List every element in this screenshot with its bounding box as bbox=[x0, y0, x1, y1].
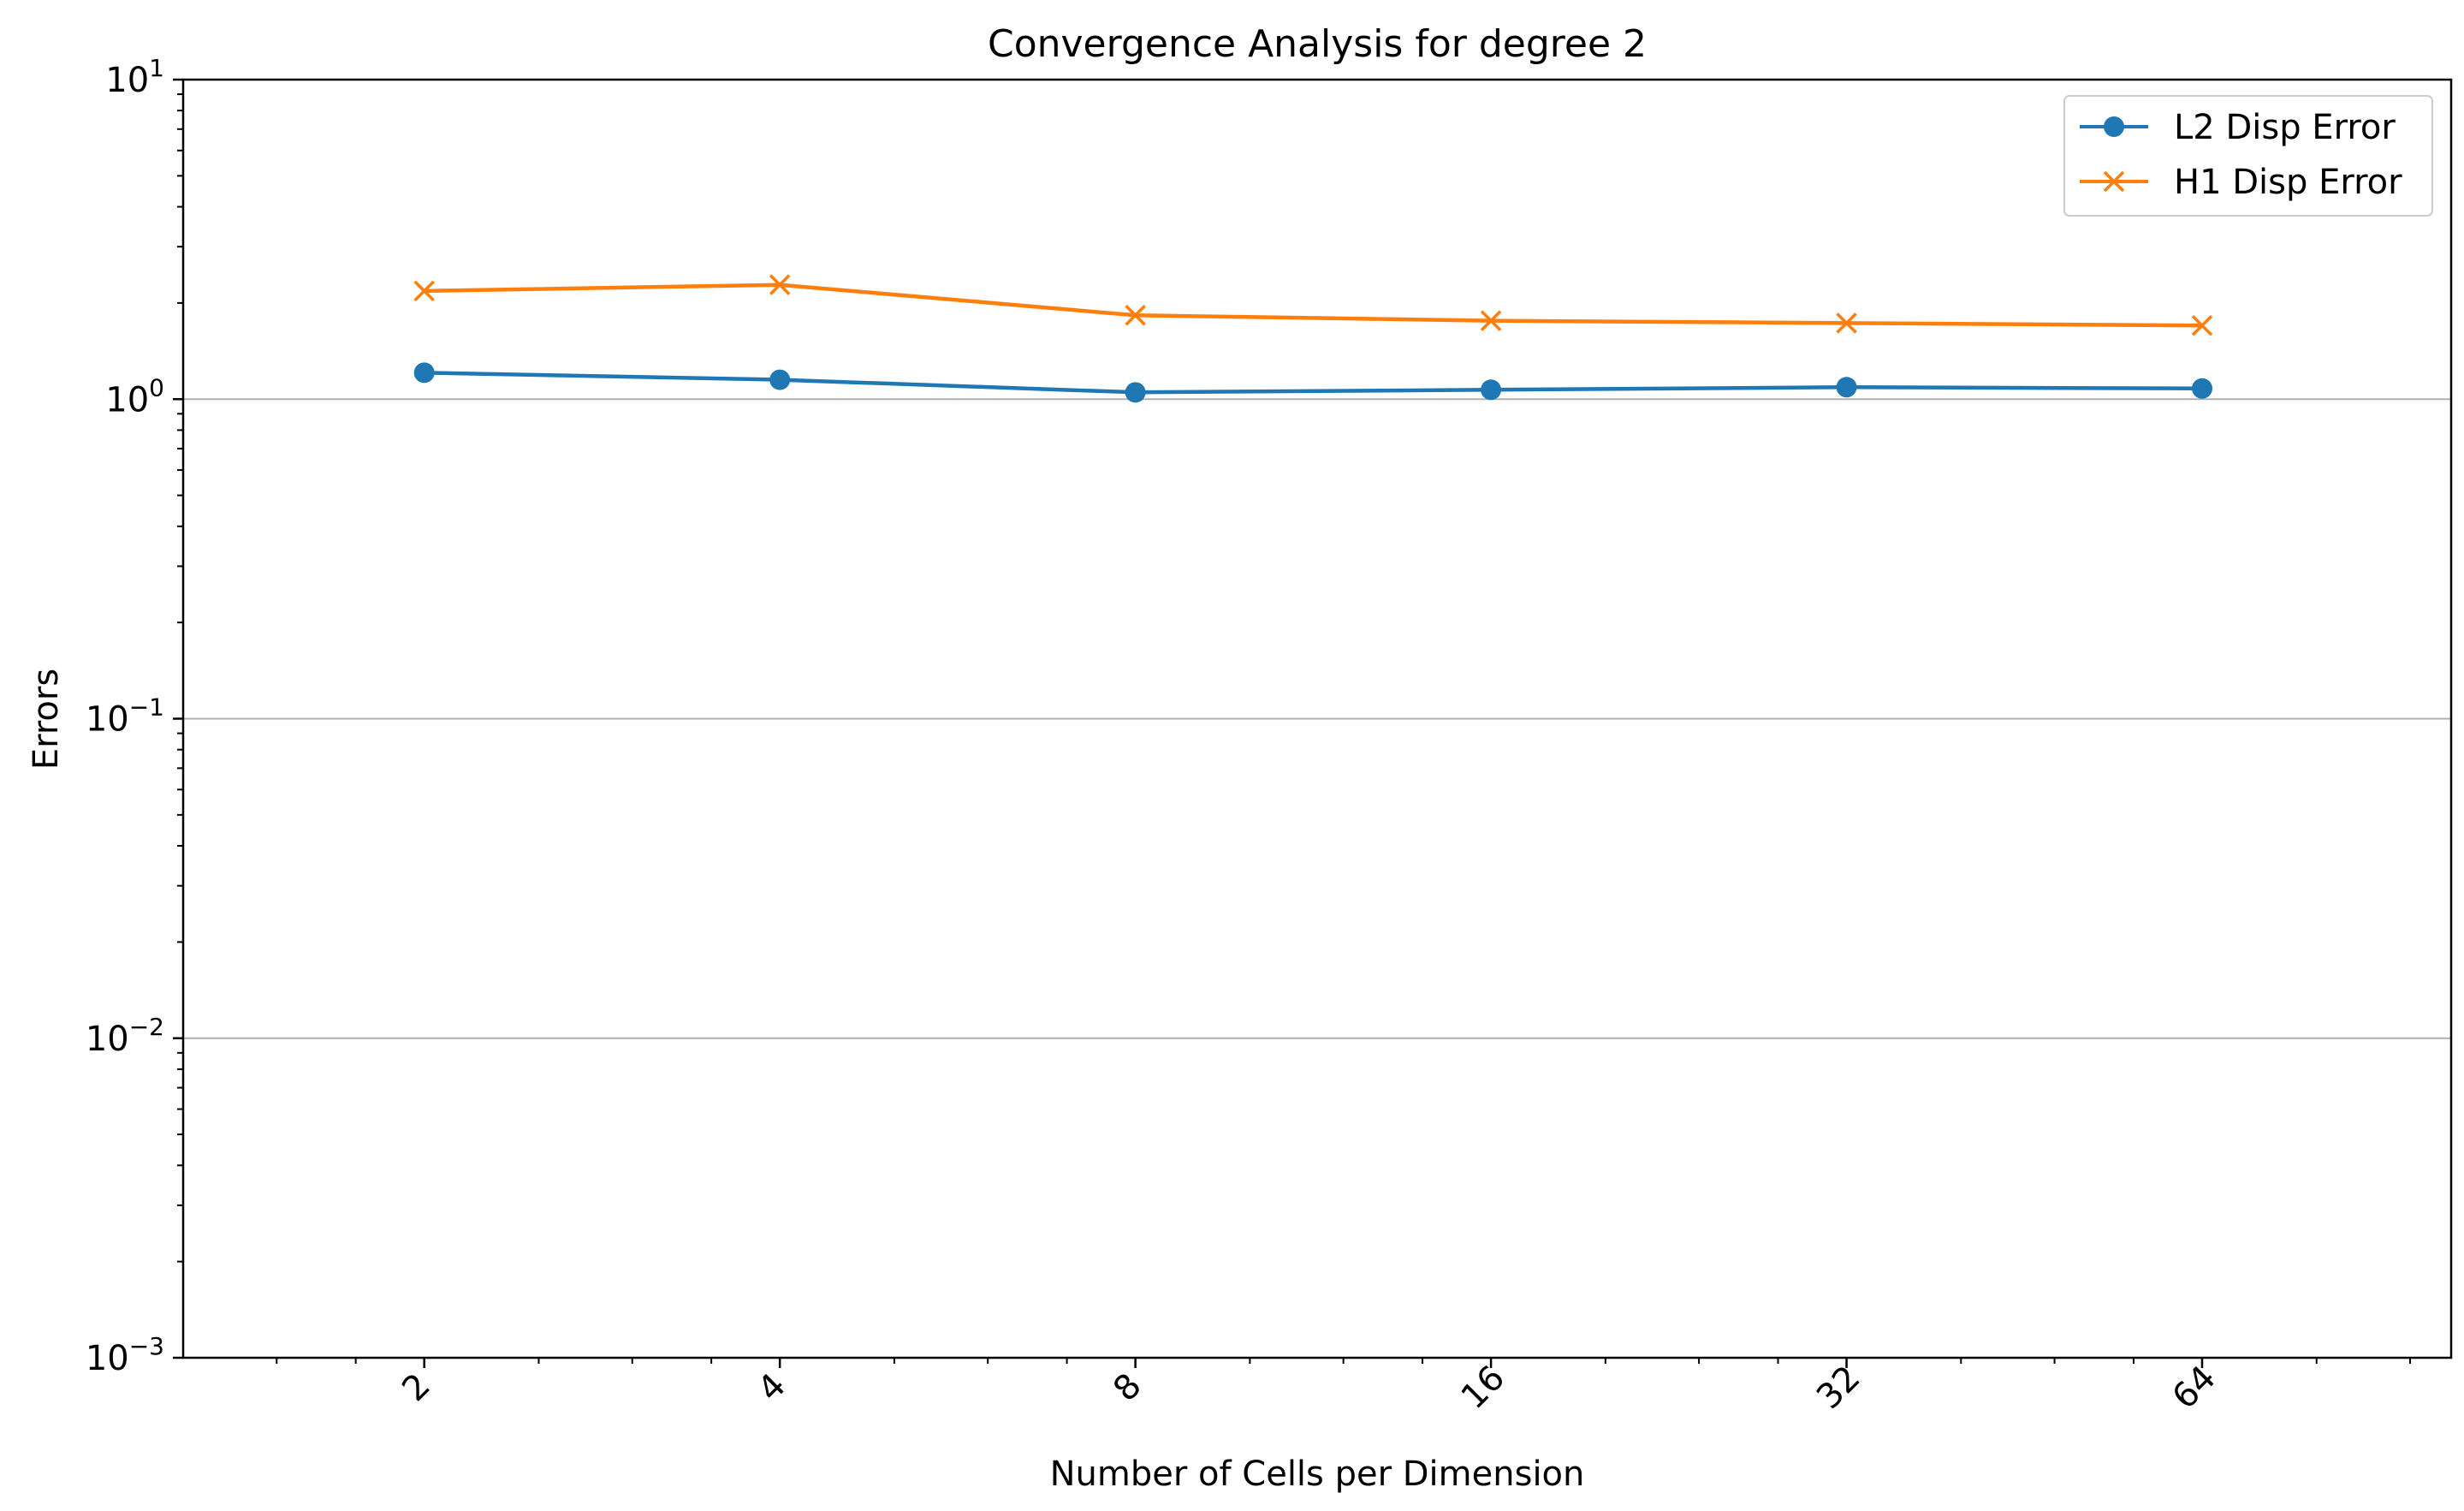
data-point-h1 bbox=[1836, 312, 1857, 334]
x-axis-label: Number of Cells per Dimension bbox=[1050, 1454, 1585, 1494]
data-point-h1 bbox=[1480, 310, 1502, 331]
legend-box bbox=[2063, 95, 2433, 217]
y-tick-label: 100 bbox=[105, 373, 164, 419]
data-point-l2 bbox=[769, 369, 791, 390]
y-tick-label: 101 bbox=[105, 54, 164, 100]
series-line-h1 bbox=[424, 283, 2203, 328]
y-tick-label: 10−3 bbox=[86, 1332, 164, 1378]
y-tick-label: 10−1 bbox=[86, 693, 164, 740]
legend-marker-h1 bbox=[2103, 170, 2125, 193]
legend: L2 Disp Error H1 Disp Error bbox=[2063, 95, 2433, 217]
data-point-h1 bbox=[769, 274, 791, 295]
y-tick-label: 10−2 bbox=[86, 1013, 164, 1059]
data-point-l2 bbox=[1125, 382, 1146, 403]
legend-label-l2: L2 Disp Error bbox=[2174, 108, 2396, 147]
grid-lines bbox=[183, 398, 2451, 1039]
data-point-h1 bbox=[1125, 305, 1146, 326]
data-point-l2 bbox=[1481, 379, 1502, 401]
data-point-l2 bbox=[2191, 378, 2212, 399]
data-point-h1 bbox=[2191, 314, 2213, 336]
series-layer bbox=[413, 274, 2213, 403]
data-point-l2 bbox=[413, 362, 435, 384]
data-point-l2 bbox=[1836, 377, 1857, 398]
data-point-h1 bbox=[413, 280, 435, 302]
series-line-l2 bbox=[424, 371, 2203, 395]
y-axis-label: Errors bbox=[27, 669, 66, 770]
chart-title: Convergence Analysis for degree 2 bbox=[988, 22, 1647, 66]
legend-marker-l2 bbox=[2104, 116, 2124, 137]
legend-label-h1: H1 Disp Error bbox=[2174, 163, 2402, 202]
